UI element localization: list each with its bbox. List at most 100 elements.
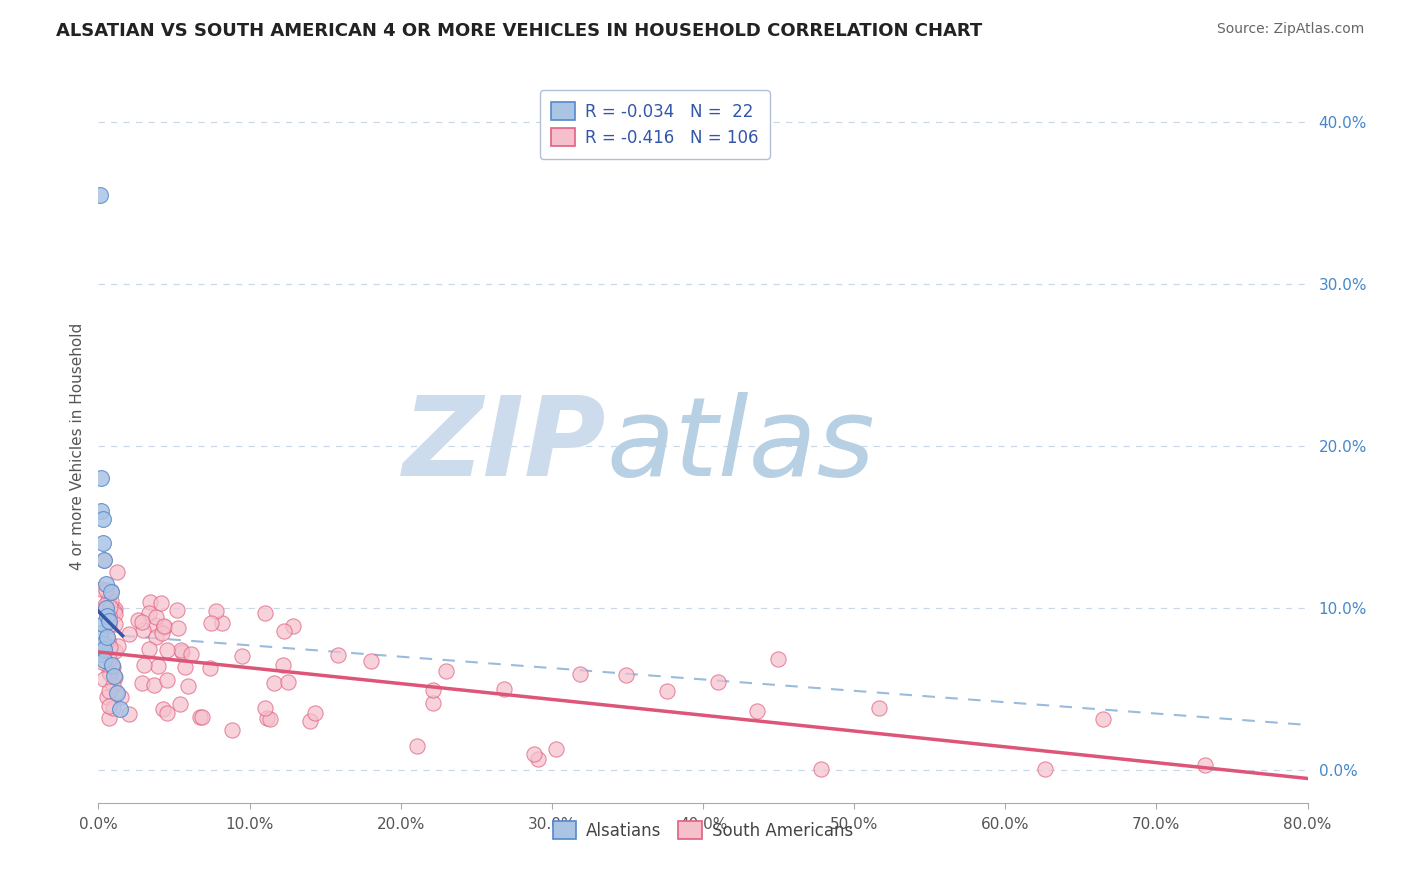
- Point: [156, 642, 179, 657]
- Point: [156, 673, 179, 688]
- Point: [98, 667, 121, 681]
- Point: [96, 636, 118, 650]
- Point: [101, 660, 124, 674]
- Point: [152, 702, 174, 716]
- Point: [406, 739, 429, 754]
- Point: [97, 665, 120, 679]
- Point: [256, 711, 278, 725]
- Point: [98, 652, 121, 666]
- Point: [544, 742, 567, 756]
- Point: [104, 644, 127, 658]
- Point: [93, 552, 115, 566]
- Point: [100, 661, 122, 675]
- Point: [523, 747, 546, 761]
- Point: [1033, 762, 1056, 776]
- Point: [304, 706, 326, 720]
- Y-axis label: 4 or more Vehicles in Household: 4 or more Vehicles in Household: [69, 322, 84, 570]
- Point: [110, 690, 132, 704]
- Point: [138, 607, 160, 621]
- Point: [657, 683, 679, 698]
- Point: [138, 641, 160, 656]
- Point: [360, 654, 382, 668]
- Point: [89, 625, 111, 640]
- Point: [97, 593, 120, 607]
- Point: [90, 582, 112, 596]
- Point: [94, 582, 117, 597]
- Point: [93, 641, 115, 656]
- Point: [93, 673, 115, 687]
- Point: [198, 661, 221, 675]
- Point: [104, 601, 127, 615]
- Point: [91, 536, 114, 550]
- Point: [100, 594, 122, 608]
- Point: [204, 604, 226, 618]
- Point: [89, 647, 111, 661]
- Point: [259, 712, 281, 726]
- Point: [169, 643, 191, 657]
- Point: [156, 706, 179, 720]
- Point: [747, 704, 769, 718]
- Point: [97, 698, 120, 713]
- Point: [1194, 758, 1216, 772]
- Point: [281, 618, 304, 632]
- Point: [104, 671, 127, 685]
- Point: [434, 664, 457, 678]
- Point: [98, 599, 121, 614]
- Point: [221, 723, 243, 737]
- Point: [90, 471, 112, 485]
- Point: [169, 697, 191, 711]
- Legend: Alsatians, South Americans: Alsatians, South Americans: [541, 810, 865, 852]
- Point: [100, 583, 122, 598]
- Point: [94, 601, 117, 615]
- Point: [94, 598, 117, 612]
- Text: ZIP: ZIP: [402, 392, 606, 500]
- Point: [152, 620, 174, 634]
- Point: [100, 585, 122, 599]
- Point: [527, 752, 550, 766]
- Point: [190, 710, 212, 724]
- Point: [298, 714, 321, 728]
- Point: [174, 659, 197, 673]
- Point: [94, 577, 117, 591]
- Point: [149, 596, 172, 610]
- Point: [145, 610, 167, 624]
- Point: [139, 595, 162, 609]
- Point: [93, 599, 115, 614]
- Point: [263, 676, 285, 690]
- Point: [328, 648, 350, 663]
- Point: [103, 701, 125, 715]
- Point: [118, 627, 141, 641]
- Point: [89, 187, 111, 202]
- Point: [96, 690, 118, 704]
- Point: [93, 653, 115, 667]
- Point: [273, 624, 295, 639]
- Point: [97, 618, 120, 632]
- Point: [108, 702, 131, 716]
- Point: [91, 637, 114, 651]
- Point: [96, 609, 118, 624]
- Text: Source: ZipAtlas.com: Source: ZipAtlas.com: [1216, 22, 1364, 37]
- Point: [100, 640, 122, 654]
- Point: [142, 678, 165, 692]
- Point: [231, 649, 253, 664]
- Point: [105, 685, 128, 699]
- Point: [127, 613, 149, 627]
- Point: [91, 617, 114, 632]
- Point: [91, 512, 114, 526]
- Point: [200, 616, 222, 631]
- Point: [98, 711, 121, 725]
- Text: ALSATIAN VS SOUTH AMERICAN 4 OR MORE VEHICLES IN HOUSEHOLD CORRELATION CHART: ALSATIAN VS SOUTH AMERICAN 4 OR MORE VEH…: [56, 22, 983, 40]
- Point: [131, 615, 153, 629]
- Point: [211, 616, 233, 631]
- Point: [98, 684, 121, 698]
- Point: [191, 710, 214, 724]
- Point: [118, 706, 141, 721]
- Point: [131, 676, 153, 690]
- Text: atlas: atlas: [606, 392, 875, 500]
- Point: [170, 645, 193, 659]
- Point: [96, 631, 118, 645]
- Point: [810, 762, 832, 776]
- Point: [94, 639, 117, 653]
- Point: [1091, 712, 1114, 726]
- Point: [103, 604, 125, 618]
